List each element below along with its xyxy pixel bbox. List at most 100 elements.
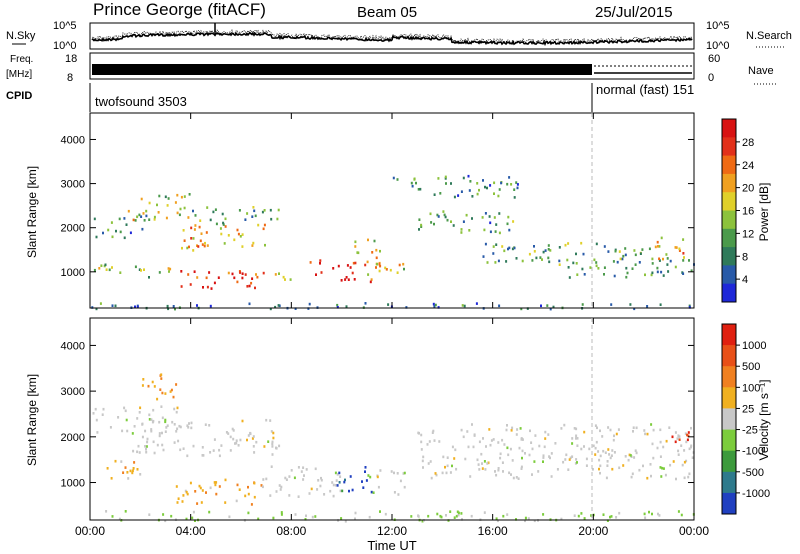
data-cell	[460, 428, 463, 432]
data-cell	[277, 304, 280, 307]
data-cell	[338, 471, 341, 475]
data-cell	[123, 217, 126, 220]
ytick-label: 2000	[61, 223, 85, 235]
data-cell	[364, 263, 367, 267]
data-cell	[476, 192, 479, 196]
data-cell	[410, 515, 413, 518]
data-cell	[619, 257, 622, 261]
data-cell	[182, 447, 185, 450]
data-cell	[411, 184, 414, 188]
data-cell	[457, 194, 460, 197]
data-cell	[96, 431, 99, 434]
data-cell	[681, 463, 684, 467]
data-cell	[104, 263, 107, 267]
data-cell	[676, 437, 679, 440]
data-cell	[658, 257, 661, 261]
data-cell	[594, 446, 597, 450]
data-cell	[229, 449, 232, 452]
data-cell	[176, 193, 179, 197]
data-cell	[200, 501, 203, 504]
data-cell	[569, 456, 572, 460]
data-cell	[599, 454, 602, 458]
data-cell	[94, 407, 97, 411]
data-cell	[439, 192, 442, 195]
data-cell	[241, 419, 244, 423]
data-cell	[238, 488, 241, 491]
data-cell	[150, 429, 153, 433]
data-cell	[352, 261, 355, 265]
data-cell	[378, 269, 381, 273]
data-cell	[492, 245, 495, 248]
data-cell	[517, 477, 520, 480]
data-cell	[498, 231, 501, 235]
data-cell	[542, 250, 545, 254]
data-cell	[605, 476, 608, 480]
colorbar-tick-label: -500	[742, 467, 764, 479]
data-cell	[580, 241, 583, 245]
data-cell	[549, 307, 552, 311]
data-cell	[473, 433, 476, 436]
beam-label: Beam 05	[357, 4, 417, 21]
data-cell	[253, 451, 256, 454]
data-cell	[531, 259, 534, 262]
data-cell	[469, 475, 472, 478]
data-cell	[145, 209, 148, 213]
data-cell	[481, 467, 484, 470]
data-cell	[659, 428, 662, 432]
data-cell	[222, 223, 225, 226]
data-cell	[210, 287, 213, 290]
data-cell	[630, 475, 633, 479]
data-cell	[453, 516, 456, 519]
data-cell	[124, 510, 127, 513]
data-cell	[497, 259, 500, 263]
data-cell	[434, 472, 437, 475]
data-cell	[417, 188, 420, 191]
data-cell	[354, 240, 357, 244]
data-cell	[531, 473, 533, 476]
xtick-label: 20:00	[578, 524, 608, 538]
data-cell	[506, 446, 509, 450]
data-cell	[293, 476, 296, 480]
data-cell	[120, 460, 123, 463]
data-cell	[200, 232, 203, 235]
data-cell	[387, 303, 390, 306]
data-cell	[294, 307, 297, 310]
data-cell	[505, 428, 508, 432]
data-cell	[460, 228, 463, 231]
data-cell	[332, 267, 335, 270]
data-cell	[466, 430, 469, 433]
data-cell	[418, 228, 420, 231]
data-cell	[678, 438, 681, 441]
velocity-panel: Slant Range [km] 1000 2000 3000 4000 1000 50…	[25, 113, 771, 553]
data-cell	[132, 218, 135, 222]
data-cell	[182, 229, 185, 232]
data-cell	[629, 303, 632, 306]
data-cell	[206, 206, 209, 209]
data-cell	[378, 262, 381, 266]
data-cell	[231, 272, 234, 276]
data-cell	[389, 268, 392, 272]
data-cell	[460, 231, 463, 234]
data-cell	[348, 489, 350, 493]
data-cell	[218, 454, 221, 458]
data-cell	[167, 267, 170, 270]
data-cell	[535, 256, 538, 260]
data-cell	[142, 212, 145, 215]
data-cell	[690, 426, 692, 430]
data-cell	[502, 514, 505, 518]
data-cell	[114, 304, 117, 308]
data-cell	[482, 255, 485, 258]
data-cell	[276, 217, 279, 221]
data-cell	[661, 466, 664, 470]
data-cell	[353, 278, 356, 281]
data-cell	[269, 494, 272, 497]
velocity-yticks: 1000 2000 3000 4000	[61, 340, 694, 490]
data-cell	[227, 432, 230, 435]
colorbar-segment	[722, 492, 736, 515]
data-cell	[482, 437, 484, 440]
data-cell	[493, 181, 496, 185]
data-cell	[595, 440, 598, 444]
data-cell	[143, 219, 146, 222]
data-cell	[562, 460, 565, 464]
data-cell	[668, 426, 671, 429]
